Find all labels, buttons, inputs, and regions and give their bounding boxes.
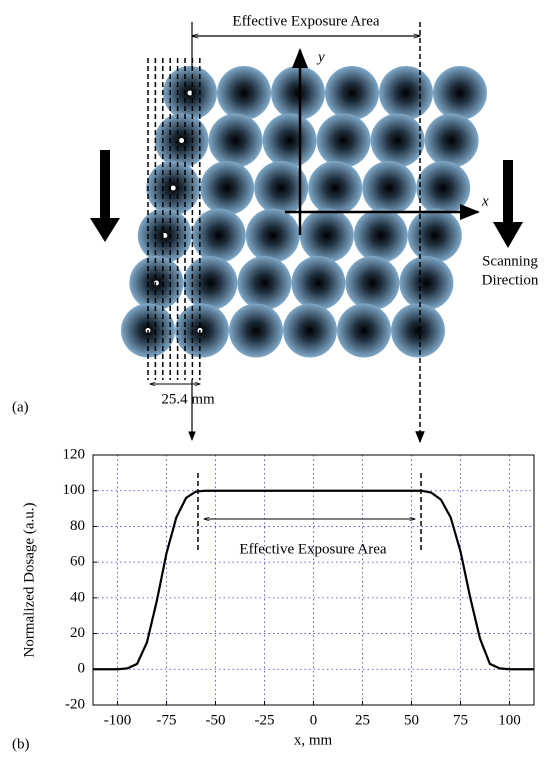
beam-spot [208, 113, 263, 168]
data-line [93, 489, 534, 671]
x-axis-label: x [481, 193, 489, 209]
y-tick-label: 120 [63, 446, 86, 462]
x-tick-label: 0 [310, 712, 318, 728]
y-tick-label: 40 [70, 589, 85, 605]
beam-spot [362, 161, 417, 215]
beam-spot [424, 113, 479, 168]
spot-center [179, 138, 185, 143]
y-axis-title: Normalized Dosage (a.u.) [21, 503, 37, 658]
beam-spots [121, 58, 487, 380]
beam-spot [407, 208, 462, 263]
y-tick-label: 0 [78, 661, 86, 677]
spot-center [187, 90, 193, 96]
beam-spot [316, 113, 371, 168]
width-label: 25.4 mm [161, 391, 215, 407]
x-tick-label: -25 [255, 712, 275, 728]
y-tick-label: 60 [70, 554, 85, 570]
beam-spot [262, 113, 317, 168]
beam-spot [217, 66, 271, 120]
x-tick-label: 25 [355, 712, 370, 728]
scan-arrow [90, 150, 120, 242]
plot: -100 -75 -50 -25 0 25 50 75 100 -20 0 20 40 60 80 100 12… [63, 446, 534, 728]
beam-spot [183, 256, 238, 310]
y-tick-label: 100 [63, 482, 86, 498]
beam-spot [370, 113, 425, 168]
panel-label: (b) [12, 736, 30, 752]
beam-spot [229, 303, 283, 358]
beam-spot [399, 256, 454, 310]
beam-spot [337, 303, 391, 358]
y-tick-label: 80 [70, 518, 85, 534]
scan-label: Direction [482, 272, 539, 288]
beam-spot [308, 161, 363, 215]
beam-spot [433, 66, 487, 120]
beam-spot [254, 161, 309, 215]
y-tick-label: -20 [65, 696, 85, 712]
scan-label: Scanning [482, 253, 538, 269]
beam-spot [353, 208, 408, 263]
x-tick-label: -50 [206, 712, 226, 728]
x-tick-label: 100 [498, 712, 521, 728]
x-tick-label: 50 [404, 712, 419, 728]
beam-spot [245, 208, 300, 263]
beam-spot [237, 256, 292, 310]
spot-center [170, 185, 176, 191]
beam-spot [200, 161, 255, 215]
x-axis-title: x, mm [294, 732, 333, 748]
x-tick-label: 75 [453, 712, 468, 728]
top-label: Effective Exposure Area [232, 13, 380, 29]
beam-spot [191, 208, 246, 263]
panel-label: (a) [12, 399, 29, 415]
beam-spot [345, 256, 400, 310]
beam-spot [291, 256, 346, 310]
chart-annotation: Effective Exposure Area [239, 541, 387, 557]
plot-frame [92, 454, 535, 706]
beam-spot [283, 303, 337, 358]
beam-spot [391, 303, 445, 358]
beam-spot [271, 66, 325, 120]
beam-spot [416, 161, 471, 215]
x-tick-label: -75 [157, 712, 177, 728]
y-axis-label: y [316, 49, 325, 65]
scan-arrow [493, 160, 523, 248]
y-tick-label: 20 [70, 625, 85, 641]
beam-spot [379, 66, 433, 120]
x-tick-label: -100 [104, 712, 132, 728]
beam-spot [299, 208, 354, 263]
beam-spot [325, 66, 379, 120]
